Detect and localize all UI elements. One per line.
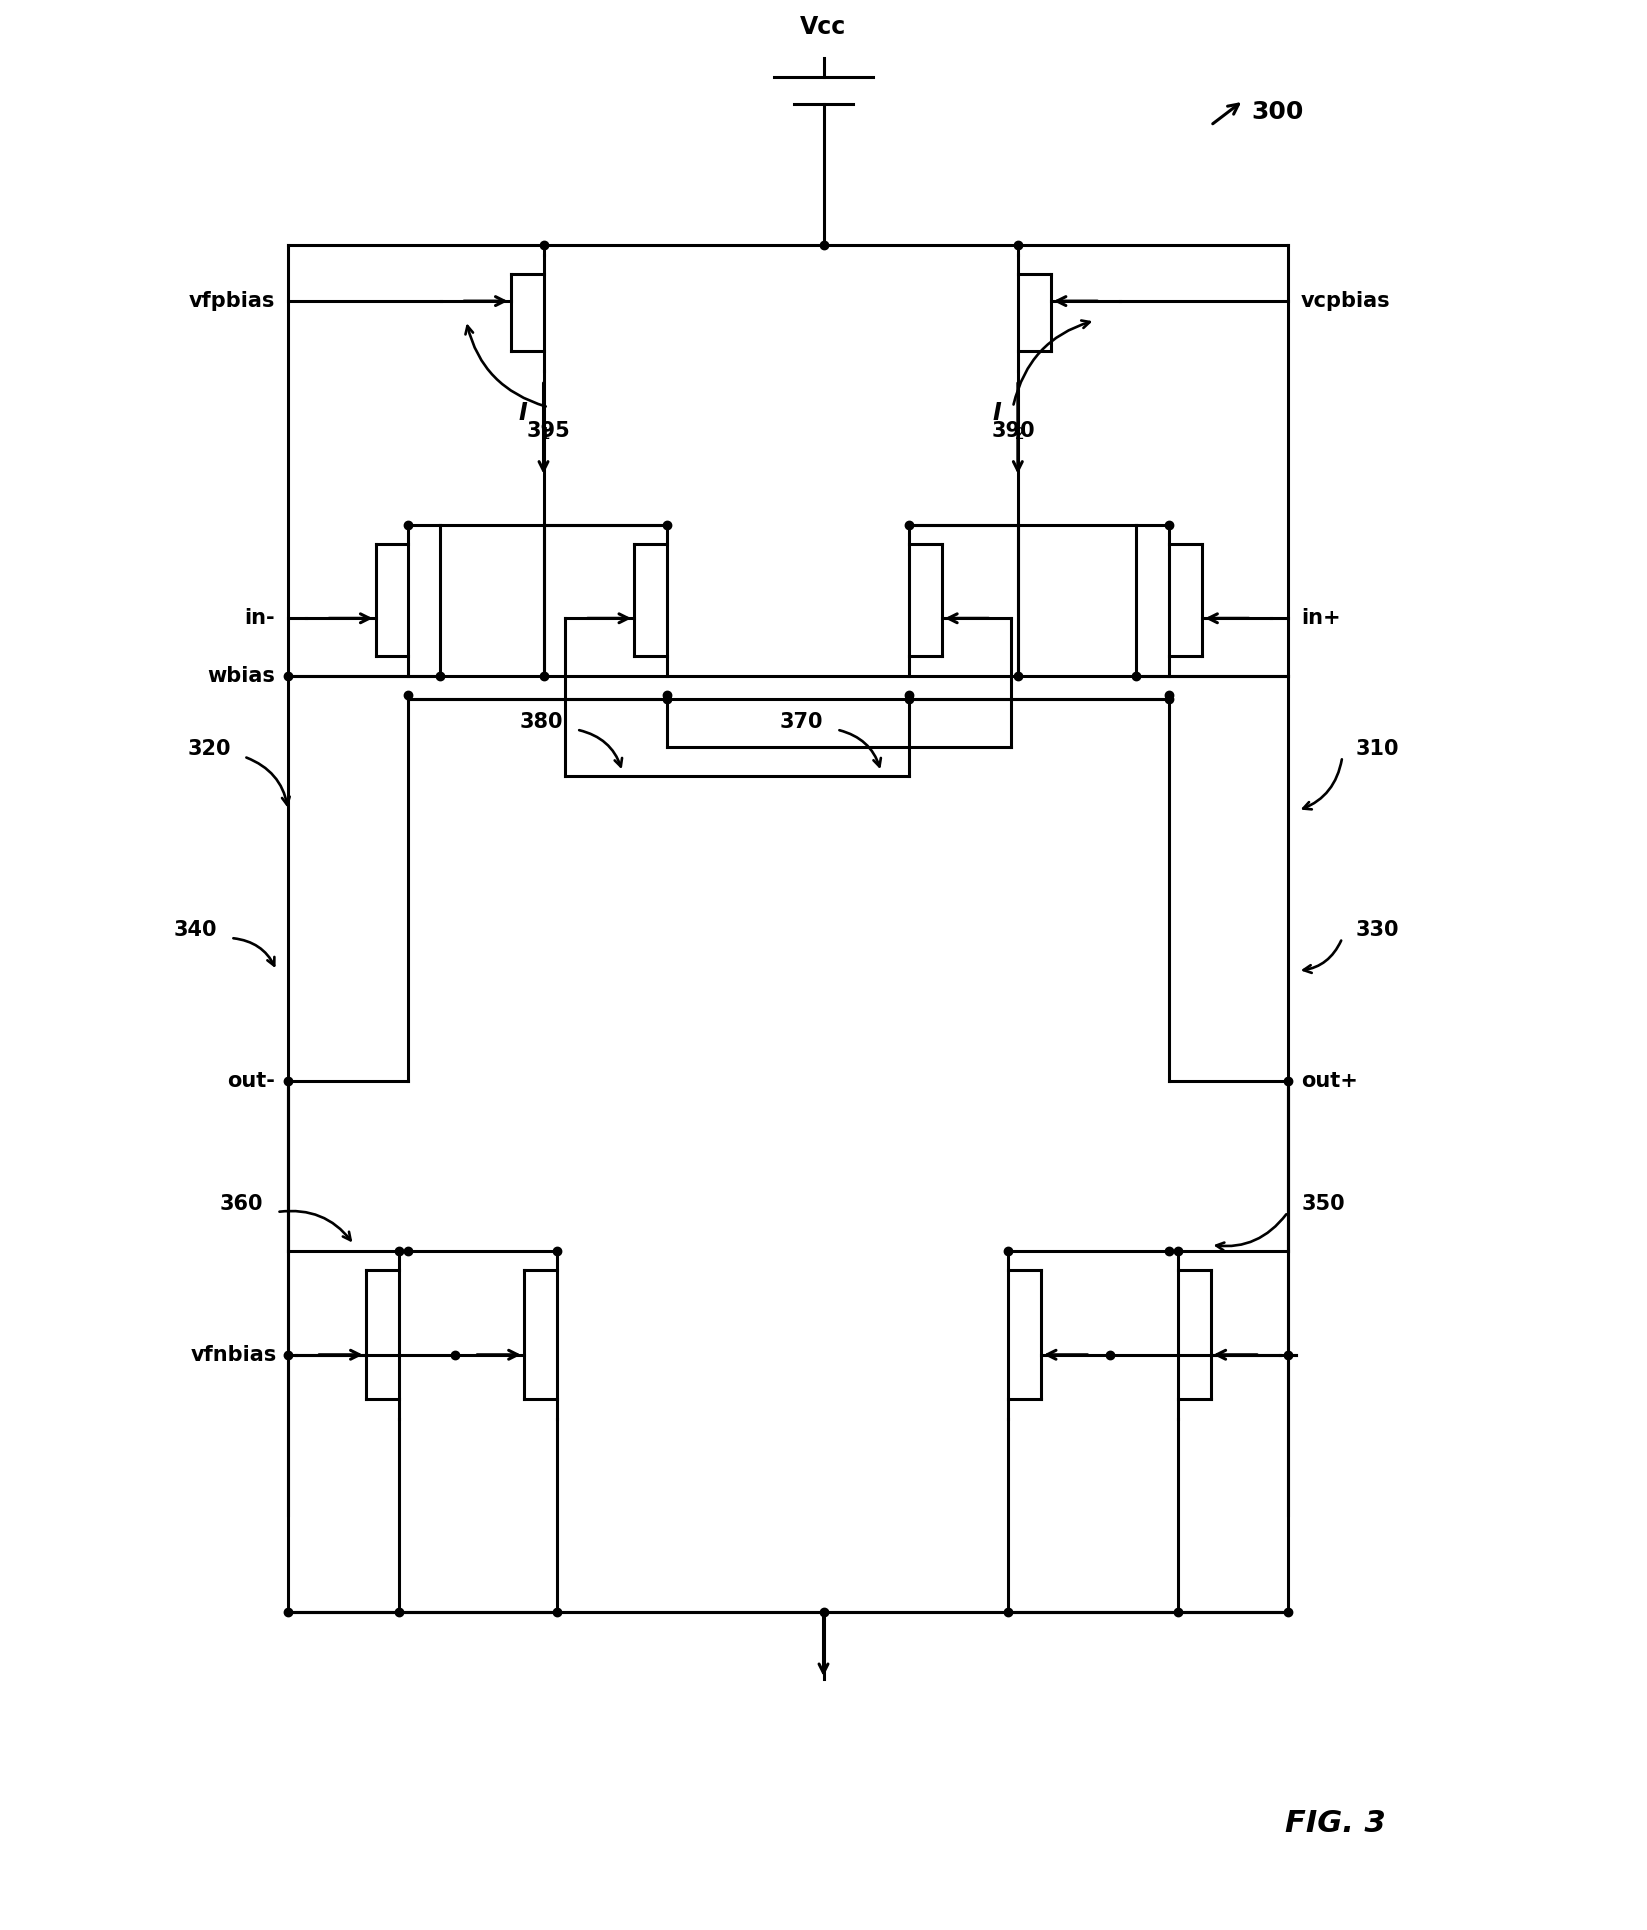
Text: 1: 1 bbox=[540, 427, 550, 442]
Text: 360: 360 bbox=[221, 1195, 264, 1214]
Text: 330: 330 bbox=[1355, 921, 1398, 940]
Text: out-: out- bbox=[227, 1071, 275, 1090]
Text: 350: 350 bbox=[1301, 1195, 1344, 1214]
Text: 395: 395 bbox=[527, 421, 570, 440]
Text: 2: 2 bbox=[1015, 427, 1024, 442]
Text: 310: 310 bbox=[1355, 739, 1398, 758]
Text: in+: in+ bbox=[1301, 608, 1341, 629]
Text: I: I bbox=[519, 401, 527, 425]
Text: FIG. 3: FIG. 3 bbox=[1285, 1808, 1385, 1839]
Text: Vcc: Vcc bbox=[800, 15, 847, 39]
Text: I: I bbox=[993, 401, 1001, 425]
Text: in-: in- bbox=[244, 608, 275, 629]
Text: vcpbias: vcpbias bbox=[1301, 291, 1390, 311]
Text: 370: 370 bbox=[781, 712, 824, 731]
Text: 380: 380 bbox=[520, 712, 563, 731]
Text: 300: 300 bbox=[1252, 100, 1304, 124]
Text: 340: 340 bbox=[175, 921, 217, 940]
Text: vfpbias: vfpbias bbox=[189, 291, 275, 311]
Text: out+: out+ bbox=[1301, 1071, 1359, 1090]
Text: wbias: wbias bbox=[208, 666, 275, 685]
Text: vfnbias: vfnbias bbox=[191, 1345, 277, 1365]
Text: 390: 390 bbox=[991, 421, 1034, 440]
Text: 320: 320 bbox=[188, 739, 231, 758]
